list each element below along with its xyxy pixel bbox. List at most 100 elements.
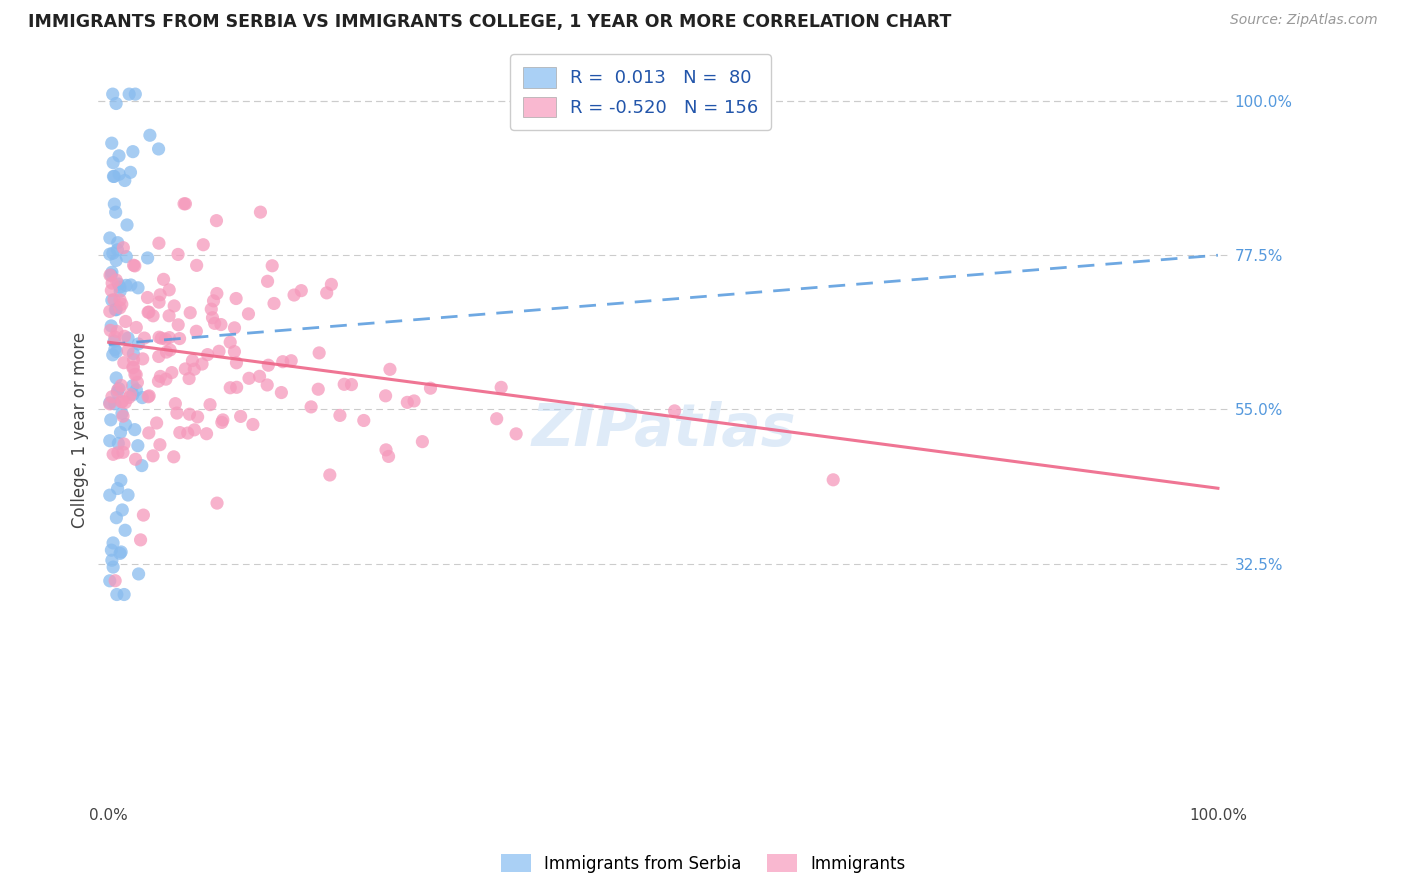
Point (166, 406, 188, 420)
Point (138, 305, 160, 319)
Point (124, 259, 146, 273)
Point (103, 334, 125, 348)
Point (112, 356, 135, 370)
Point (127, 439, 149, 453)
Point (114, 314, 136, 328)
Point (271, 354, 294, 368)
Point (280, 353, 302, 368)
Point (205, 213, 228, 227)
Point (101, 276, 124, 290)
Point (375, 442, 398, 457)
Point (183, 362, 205, 376)
Point (114, 523, 136, 537)
Point (111, 394, 134, 409)
Point (108, 167, 131, 181)
Point (125, 320, 148, 334)
Point (107, 243, 129, 257)
Point (319, 467, 342, 482)
Point (108, 149, 131, 163)
Point (249, 369, 271, 384)
Point (115, 218, 138, 232)
Point (115, 250, 138, 264)
Point (353, 413, 375, 427)
Point (112, 437, 135, 451)
Point (187, 409, 209, 424)
Point (120, 277, 142, 292)
Point (419, 381, 441, 395)
Point (110, 425, 132, 440)
Legend: R =  0.013   N =  80, R = -0.520   N = 156: R = 0.013 N = 80, R = -0.520 N = 156 (510, 54, 770, 130)
Point (152, 272, 174, 286)
Point (98, 488, 121, 502)
Point (118, 391, 141, 405)
Point (108, 280, 131, 294)
Point (224, 321, 246, 335)
Point (485, 411, 508, 425)
Point (107, 436, 129, 450)
Point (105, 325, 128, 339)
Point (103, 197, 125, 211)
Point (124, 452, 146, 467)
Point (101, 293, 124, 308)
Point (101, 447, 124, 461)
Point (122, 346, 145, 360)
Point (209, 318, 232, 332)
Point (163, 450, 186, 464)
Point (124, 87, 146, 102)
Point (105, 587, 128, 601)
Point (340, 377, 363, 392)
Point (329, 409, 352, 423)
Point (100, 284, 122, 298)
Point (173, 196, 195, 211)
Point (219, 381, 242, 395)
Point (263, 296, 285, 310)
Point (117, 343, 139, 358)
Point (138, 389, 160, 403)
Point (114, 395, 136, 409)
Point (132, 508, 155, 522)
Point (505, 426, 527, 441)
Point (101, 553, 124, 567)
Point (101, 560, 124, 574)
Point (107, 482, 129, 496)
Point (104, 330, 127, 344)
Point (107, 277, 129, 291)
Point (205, 286, 228, 301)
Point (122, 258, 145, 272)
Point (159, 343, 181, 357)
Point (411, 434, 433, 449)
Point (125, 368, 148, 382)
Point (211, 413, 233, 427)
Point (104, 574, 127, 588)
Point (136, 251, 159, 265)
Point (114, 173, 136, 187)
Point (333, 377, 356, 392)
Point (98, 231, 121, 245)
Point (100, 136, 122, 151)
Point (105, 371, 128, 385)
Point (103, 169, 125, 184)
Point (125, 383, 148, 397)
Text: Source: ZipAtlas.com: Source: ZipAtlas.com (1230, 13, 1378, 28)
Point (100, 543, 122, 558)
Point (118, 87, 141, 102)
Point (148, 374, 170, 388)
Point (219, 335, 242, 350)
Point (110, 474, 132, 488)
Point (131, 391, 153, 405)
Point (112, 587, 135, 601)
Point (174, 362, 197, 376)
Point (181, 353, 204, 368)
Point (104, 343, 127, 357)
Point (129, 533, 152, 547)
Point (374, 389, 396, 403)
Point (105, 344, 128, 359)
Point (110, 545, 132, 559)
Point (167, 247, 190, 261)
Point (98, 268, 121, 282)
Point (110, 395, 132, 409)
Point (163, 299, 186, 313)
Point (108, 382, 131, 396)
Point (201, 310, 224, 325)
Point (114, 417, 136, 432)
